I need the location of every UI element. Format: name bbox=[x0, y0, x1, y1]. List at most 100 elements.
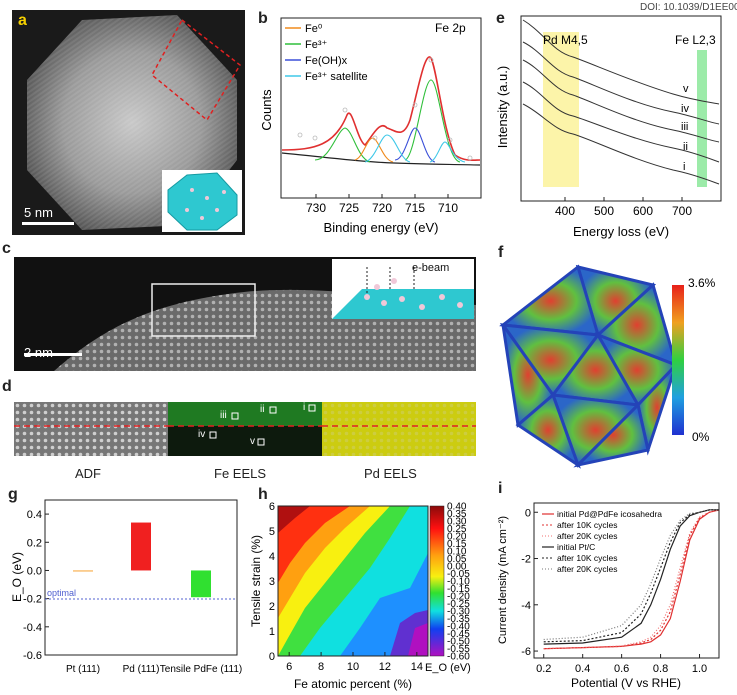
h-ylabel: Tensile strain (%) bbox=[250, 535, 263, 627]
i-xtick-label: 1.0 bbox=[692, 663, 707, 675]
g-ytick-label: 0.2 bbox=[27, 537, 42, 549]
panel-b-label: b bbox=[258, 10, 268, 27]
h-ytick-label: 0 bbox=[269, 651, 275, 663]
c-inset-model bbox=[332, 259, 474, 319]
g-bar bbox=[131, 522, 151, 571]
e-pd-label: Pd M4,5 bbox=[543, 33, 588, 47]
i-ytick-label: -6 bbox=[521, 646, 531, 658]
e-trace-label: ii bbox=[683, 141, 688, 153]
h-ytick-label: 3 bbox=[269, 576, 275, 588]
d-box-label: iv bbox=[198, 429, 206, 440]
b-xtick: 730 bbox=[306, 201, 326, 215]
d-caption-adf: ADF bbox=[75, 466, 101, 481]
d-fe-eels-map: iii ii i iv v bbox=[168, 402, 322, 456]
panel-c-label: c bbox=[2, 240, 11, 257]
h-colorbar bbox=[429, 505, 445, 657]
g-ytick-label: 0.4 bbox=[27, 509, 42, 521]
h-cbar-tick: -0.35 bbox=[447, 614, 470, 625]
i-legend-item: after 10K cycles bbox=[557, 520, 617, 530]
g-ylabel: E_O (eV) bbox=[10, 552, 24, 602]
h-cbar-tick: 0.20 bbox=[447, 532, 467, 543]
h-cbar-tick: -0.50 bbox=[447, 637, 470, 648]
b-legend-item: Fe⁰ bbox=[305, 23, 323, 35]
b-title: Fe 2p bbox=[435, 21, 466, 35]
e-xtick: 400 bbox=[555, 204, 575, 218]
e-trace-label: iv bbox=[681, 103, 689, 115]
f-cbar-min: 0% bbox=[692, 430, 710, 444]
e-xtick: 700 bbox=[672, 204, 692, 218]
inset-model bbox=[162, 170, 242, 232]
panel-g-bar-chart: 0.4 0.2 0.0 -0.2 -0.4 -0.6 optimal E_O (eV) P… bbox=[10, 499, 242, 675]
i-series-line bbox=[543, 509, 719, 643]
g-bar bbox=[191, 570, 211, 598]
h-contour-fill bbox=[278, 506, 428, 656]
g-xcat: Tensile PdFe (111) bbox=[160, 664, 242, 675]
h-ytick-label: 2 bbox=[269, 601, 275, 613]
h-cbar-tick: -0.55 bbox=[447, 644, 470, 655]
h-cbar-tick: -0.60 bbox=[447, 652, 470, 663]
g-ytick-label: 0.0 bbox=[27, 565, 42, 577]
i-xtick-label: 0.6 bbox=[614, 663, 629, 675]
panel-h-label: h bbox=[258, 486, 268, 503]
panel-a-image bbox=[12, 10, 245, 235]
e-fe-label: Fe L2,3 bbox=[675, 33, 716, 47]
i-series-line bbox=[543, 509, 720, 650]
h-cbar-tick: 0.15 bbox=[447, 539, 467, 550]
i-xtick-label: 0.4 bbox=[575, 663, 590, 675]
i-ytick-label: -4 bbox=[521, 600, 531, 612]
h-xtick-label: 10 bbox=[347, 661, 359, 673]
i-xtick-label: 0.8 bbox=[653, 663, 668, 675]
h-cbar-tick: 0.05 bbox=[447, 554, 467, 565]
g-ytick-label: -0.2 bbox=[23, 594, 42, 606]
i-series-line bbox=[543, 509, 720, 650]
d-caption-fe: Fe EELS bbox=[214, 466, 267, 481]
d-pd-eels-map bbox=[322, 402, 476, 456]
b-xtick: 710 bbox=[438, 201, 458, 215]
h-ytick-label: 4 bbox=[269, 551, 275, 563]
h-cbar-tick: 0.00 bbox=[447, 562, 467, 573]
b-xtick: 725 bbox=[339, 201, 359, 215]
h-cbar-label: E_O (eV) bbox=[425, 662, 471, 674]
panel-e-label: e bbox=[496, 10, 505, 27]
h-cbar-tick: 0.35 bbox=[447, 509, 467, 520]
h-xtick-label: 6 bbox=[286, 661, 292, 673]
i-xtick-label: 0.2 bbox=[536, 663, 551, 675]
panel-g-label: g bbox=[8, 486, 18, 503]
panel-f-label: f bbox=[498, 244, 504, 261]
i-legend-item: initial Pd@PdFe icosahedra bbox=[557, 509, 662, 519]
h-cbar-tick: -0.40 bbox=[447, 622, 470, 633]
b-legend-item: Fe(OH)x bbox=[305, 55, 348, 67]
panel-b-xps-chart: 730 725 720 715 710 Binding energy (eV) … bbox=[259, 17, 482, 235]
i-legend-item: after 10K cycles bbox=[557, 553, 617, 563]
d-box-label: v bbox=[250, 436, 255, 447]
g-xcat: Pt (111) bbox=[66, 664, 100, 675]
panel-f-strain-map: 3.6% 0% bbox=[499, 264, 716, 469]
g-ytick-label: -0.6 bbox=[23, 650, 42, 662]
h-cbar-tick: -0.20 bbox=[447, 592, 470, 603]
c-roi-box bbox=[151, 283, 256, 337]
h-cbar-tick: -0.25 bbox=[447, 599, 470, 610]
panel-a-scalebar: 5 nm bbox=[24, 205, 53, 220]
h-cbar-tick: 0.30 bbox=[447, 517, 467, 528]
panel-a-label: a bbox=[18, 12, 27, 29]
panel-h-contour-map: 0.400.350.300.250.200.150.100.050.00-0.0… bbox=[250, 501, 471, 691]
g-optimal-label: optimal bbox=[47, 588, 76, 598]
h-cbar-tick: -0.15 bbox=[447, 584, 470, 595]
e-xlabel: Energy loss (eV) bbox=[573, 224, 669, 239]
g-xcat: Pd (111) bbox=[123, 664, 160, 675]
g-ytick-label: -0.4 bbox=[23, 622, 42, 634]
b-legend-item: Fe³⁺ bbox=[305, 39, 328, 51]
d-box-label: ii bbox=[260, 404, 265, 415]
panel-d-label: d bbox=[2, 378, 12, 395]
h-cbar-tick: -0.05 bbox=[447, 569, 470, 580]
h-xlabel: Fe atomic percent (%) bbox=[294, 677, 412, 691]
f-cbar-max: 3.6% bbox=[688, 276, 716, 290]
d-box-label: i bbox=[303, 402, 306, 413]
i-series-line bbox=[543, 509, 719, 641]
e-trace-label: v bbox=[683, 83, 689, 95]
i-ytick-label: 0 bbox=[525, 507, 531, 519]
i-ylabel: Current density (mA cm⁻²) bbox=[497, 516, 509, 644]
b-legend-item: Fe³⁺ satellite bbox=[305, 71, 368, 83]
h-cbar-tick: 0.10 bbox=[447, 547, 467, 558]
panel-i-lsv-chart: 0.2 0.4 0.6 0.8 1.0 0 -2 -4 -6 initial Pd@PdFe … bbox=[497, 502, 720, 690]
